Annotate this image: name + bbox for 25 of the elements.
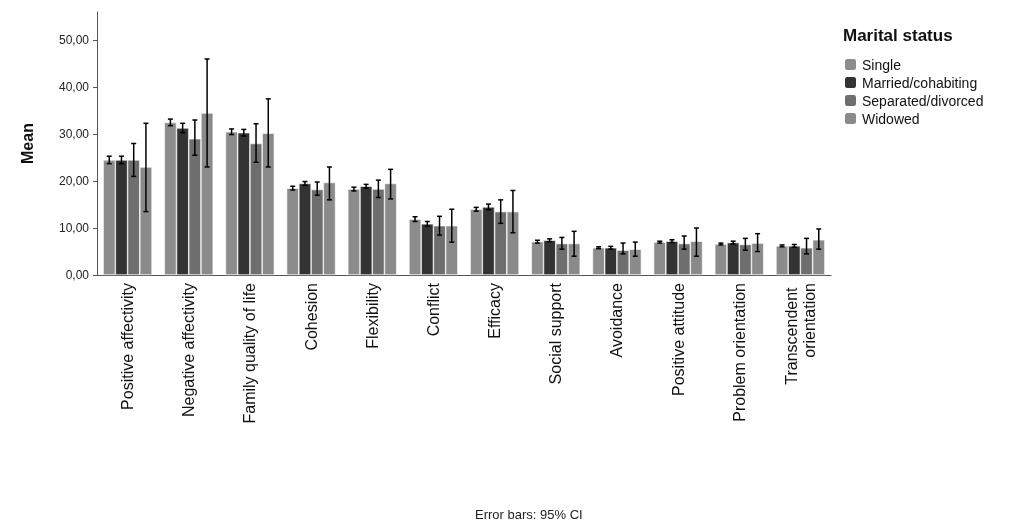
legend-label: Single — [862, 56, 902, 73]
text: Error bars: 95% CI — [475, 507, 583, 522]
y-tick-label: 10,00 — [58, 221, 90, 236]
y-tick-label: 50,00 — [58, 33, 90, 48]
x-tick-label: Flexibility — [363, 283, 381, 349]
y-tick-label: 30,00 — [58, 127, 90, 142]
x-tick-label: Positive affectivity — [119, 283, 137, 410]
y-tick-label: 20,00 — [58, 174, 90, 189]
x-tick-label: Family quality of life — [241, 282, 259, 424]
x-tick-label: Positive attitude — [669, 282, 687, 396]
legend-label: Widowed — [862, 110, 920, 127]
x-tick-label: Conflict — [424, 282, 442, 337]
x-tick-label: Negative affectivity — [180, 283, 198, 417]
y-axis-title: Mean — [18, 123, 36, 164]
y-tick-label: 0,00 — [65, 268, 90, 282]
x-tick-label: Avoidance — [608, 282, 626, 358]
legend-label: Separated/divorced — [862, 92, 984, 109]
x-tick-label: Cohesion — [302, 283, 320, 351]
x-tick-label: Social support — [547, 282, 565, 385]
legend-label: Married/cohabiting — [862, 74, 978, 91]
x-tick-label: Transcendent orientation — [782, 283, 818, 385]
x-tick-label: Efficacy — [486, 283, 504, 339]
y-tick-label: 40,00 — [58, 80, 90, 95]
legend-title: Marital status — [843, 26, 953, 45]
x-tick-label: Problem orientation — [730, 283, 748, 422]
